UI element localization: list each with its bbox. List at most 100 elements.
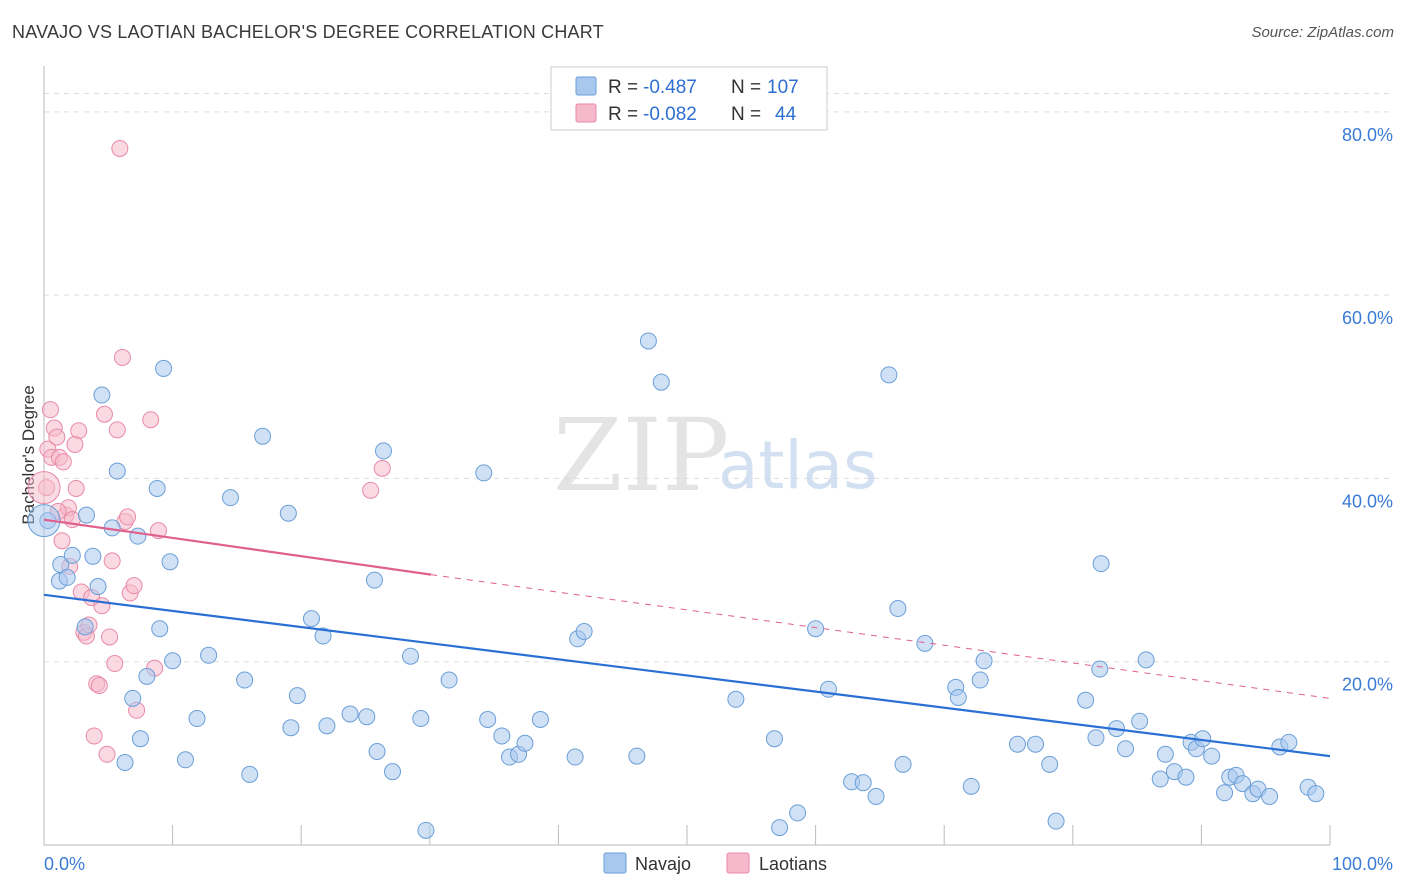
legend-r-value-laotian: -0.082 bbox=[643, 104, 697, 125]
laotian-point bbox=[106, 655, 124, 673]
navajo-point bbox=[1027, 735, 1045, 753]
chart-source: Source: ZipAtlas.com bbox=[1251, 24, 1394, 41]
navajo-point bbox=[77, 506, 95, 524]
navajo-point bbox=[236, 671, 254, 689]
navajo-point bbox=[282, 719, 300, 737]
navajo-point bbox=[302, 610, 320, 628]
navajo-point bbox=[1091, 660, 1109, 678]
navajo-point bbox=[1009, 735, 1027, 753]
navajo-point bbox=[854, 774, 872, 792]
navajo-point bbox=[358, 708, 376, 726]
legend-swatch-navajo bbox=[575, 76, 597, 96]
legend-r-label-laotian: R = bbox=[608, 104, 638, 125]
y-tick-label: 80.0% bbox=[1342, 125, 1393, 145]
watermark: ZIP atlas bbox=[553, 397, 878, 514]
series-legend-label-navajo: Navajo bbox=[635, 854, 691, 874]
grid-layer bbox=[44, 92, 1392, 663]
navajo-point bbox=[1047, 812, 1065, 830]
laotian-point bbox=[66, 436, 84, 454]
x-tick-label: 100.0% bbox=[1332, 854, 1393, 874]
legend-n-label-laotian: N = bbox=[731, 104, 761, 125]
trend-lines bbox=[43, 518, 1331, 758]
navajo-point bbox=[288, 687, 306, 705]
navajo-point bbox=[1216, 784, 1234, 802]
navajo-point bbox=[131, 730, 149, 748]
navajo-point bbox=[318, 717, 336, 735]
navajo-point bbox=[93, 386, 111, 404]
navajo-point bbox=[516, 734, 534, 752]
legend-n-value-laotian: 44 bbox=[775, 104, 797, 125]
navajo-point bbox=[412, 710, 430, 728]
navajo-point bbox=[1131, 712, 1149, 730]
navajo-point bbox=[1041, 755, 1059, 773]
navajo-point bbox=[479, 710, 497, 728]
laotian-point bbox=[48, 428, 66, 446]
navajo-point bbox=[89, 578, 107, 596]
navajo-point bbox=[975, 652, 993, 670]
navajo-point bbox=[148, 479, 166, 497]
navajo-point bbox=[1307, 785, 1325, 803]
navajo-point bbox=[566, 748, 584, 766]
navajo-point bbox=[341, 705, 359, 723]
series-legend-swatch-navajo bbox=[603, 852, 627, 874]
navajo-point bbox=[108, 462, 126, 480]
navajo-point bbox=[417, 821, 435, 839]
laotian-point bbox=[373, 459, 391, 477]
y-tick-label: 60.0% bbox=[1342, 308, 1393, 328]
navajo-point bbox=[164, 652, 182, 670]
watermark-atlas: atlas bbox=[718, 427, 878, 504]
navajo-point bbox=[1234, 775, 1252, 793]
navajo-point bbox=[727, 690, 745, 708]
laotian-point bbox=[101, 628, 119, 646]
laotian-point bbox=[67, 479, 85, 497]
laotian-trend-extension bbox=[431, 574, 1331, 699]
navajo-point bbox=[1087, 729, 1105, 747]
navajo-point bbox=[375, 442, 393, 460]
legend-swatch-laotian bbox=[575, 103, 597, 123]
laotian-point bbox=[98, 745, 116, 763]
navajo-point bbox=[200, 646, 218, 664]
laotian-point bbox=[113, 348, 131, 366]
navajo-point bbox=[1137, 651, 1155, 669]
navajo-point bbox=[1151, 770, 1169, 788]
navajo-point bbox=[475, 464, 493, 482]
navajo-point bbox=[765, 730, 783, 748]
navajo-point bbox=[440, 671, 458, 689]
navajo-point bbox=[116, 754, 134, 772]
laotian-point bbox=[54, 453, 72, 471]
y-tick-label: 40.0% bbox=[1342, 491, 1393, 511]
series-legend-swatch-laotian bbox=[726, 852, 750, 874]
y-tick-label: 20.0% bbox=[1342, 675, 1393, 695]
navajo-point bbox=[221, 489, 239, 507]
navajo-point bbox=[807, 620, 825, 638]
navajo-point bbox=[384, 763, 402, 781]
laotian-point bbox=[93, 597, 111, 615]
navajo-point bbox=[368, 743, 386, 761]
navajo-point bbox=[1092, 555, 1110, 573]
navajo-point bbox=[771, 819, 789, 837]
y-ticks: 20.0% 40.0% 60.0% 80.0% bbox=[1342, 125, 1393, 695]
navajo-point bbox=[1280, 733, 1298, 751]
y-axis-title: Bachelor's Degree bbox=[19, 385, 38, 524]
laotian-point bbox=[85, 727, 103, 745]
navajo-point bbox=[129, 527, 147, 545]
navajo-point bbox=[1261, 787, 1279, 805]
navajo-point bbox=[652, 373, 670, 391]
correlation-legend: R = -0.487 N = 107 R = -0.082 N = 44 bbox=[550, 66, 828, 131]
navajo-trend-line bbox=[43, 593, 1331, 758]
laotian-point bbox=[111, 139, 129, 157]
navajo-point bbox=[628, 747, 646, 765]
navajo-point bbox=[176, 751, 194, 769]
navajo-point bbox=[639, 332, 657, 350]
navajo-point bbox=[366, 571, 384, 589]
laotian-point bbox=[125, 577, 143, 595]
laotian-point bbox=[103, 552, 121, 570]
navajo-point bbox=[58, 568, 76, 586]
navajo-point bbox=[962, 777, 980, 795]
navajo-point bbox=[1156, 745, 1174, 763]
navajo-point bbox=[84, 547, 102, 565]
navajo-point bbox=[155, 359, 173, 377]
laotian-points bbox=[27, 139, 391, 763]
navajo-point bbox=[402, 647, 420, 665]
